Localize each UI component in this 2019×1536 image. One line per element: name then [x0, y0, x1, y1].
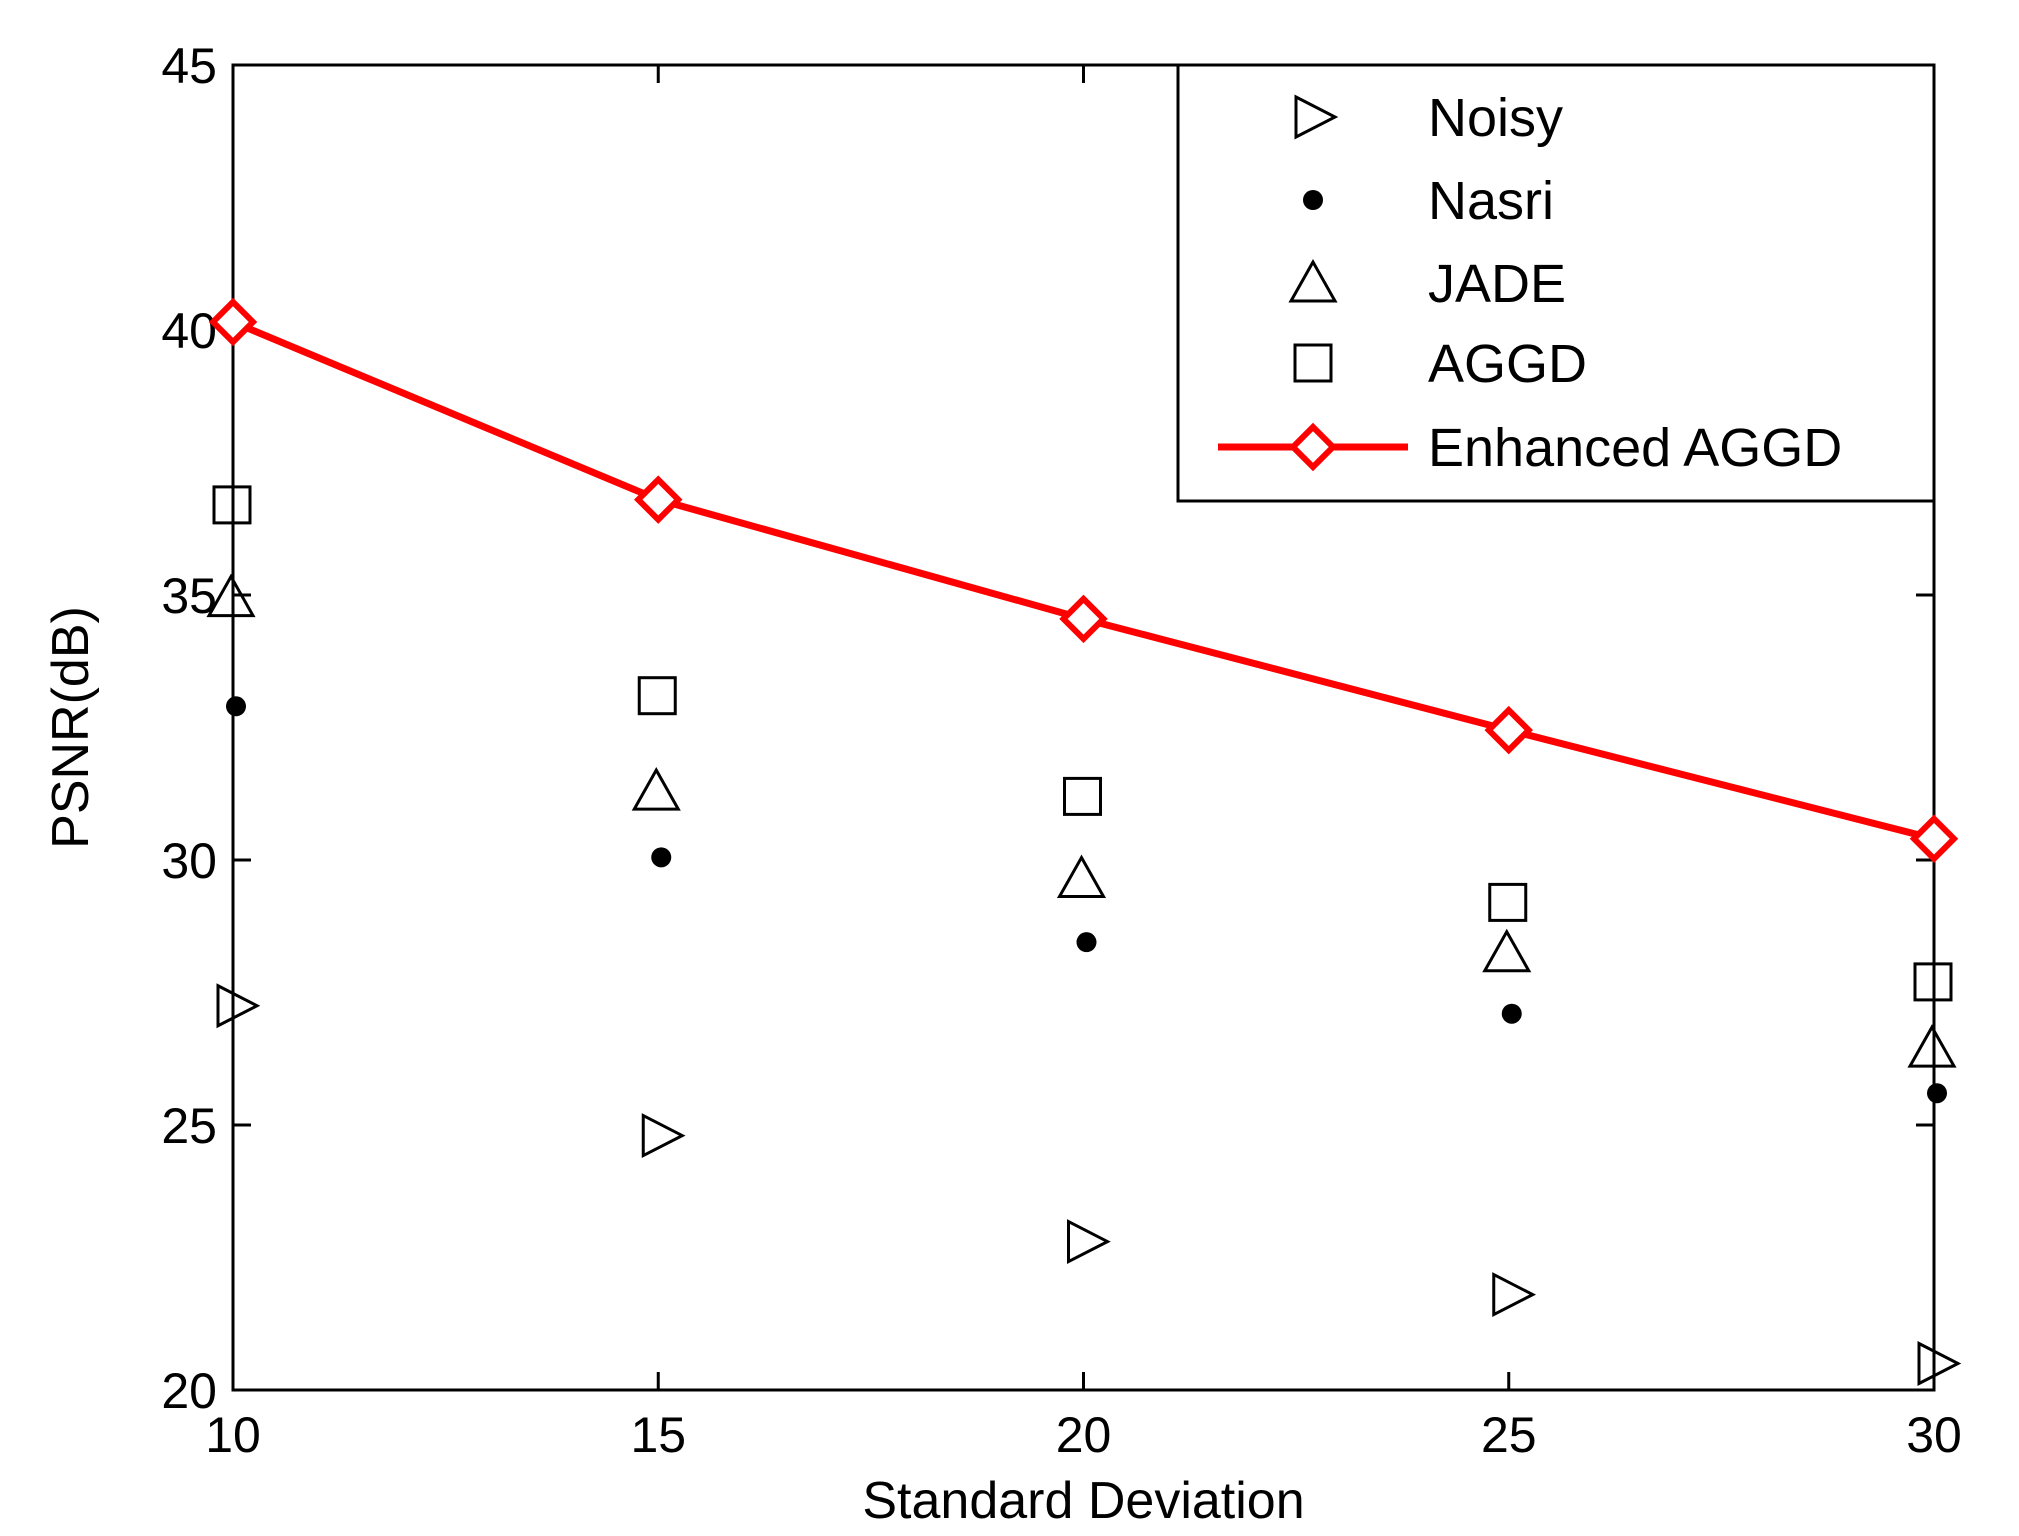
series-jade [206, 573, 1957, 1068]
legend-item: Noisy [1294, 88, 1563, 148]
data-point [1927, 1083, 1947, 1104]
data-point [1492, 1272, 1537, 1318]
legend: Noisy Nasri JADE AGGD Enhanced AGGD [1176, 63, 1936, 503]
series [206, 297, 1962, 1386]
data-point [206, 573, 256, 618]
legend-item: Nasri [1303, 171, 1554, 231]
legend-marker [1303, 190, 1323, 210]
series-aggd [212, 485, 1953, 1002]
legend-item: Enhanced AGGD [1218, 418, 1842, 478]
legend-item: AGGD [1293, 334, 1587, 394]
data-point [1484, 705, 1533, 755]
legend-marker [1293, 343, 1333, 383]
series-enhanced-aggd [208, 297, 1959, 864]
x-tick-label: 25 [1481, 1407, 1537, 1463]
data-point [1482, 928, 1532, 973]
legend-label: Nasri [1428, 171, 1554, 231]
x-tick-label: 20 [1056, 1407, 1112, 1463]
data-point [1059, 594, 1108, 644]
data-point [637, 676, 677, 716]
legend-label: Enhanced AGGD [1428, 418, 1842, 478]
legend-label: AGGD [1428, 334, 1587, 394]
data-point [1501, 1003, 1522, 1024]
data-point [1063, 776, 1102, 816]
data-point [226, 696, 246, 717]
data-point [208, 297, 258, 347]
data-point [1913, 962, 1953, 1002]
data-point [1076, 932, 1097, 953]
legend-box [1176, 63, 1936, 503]
x-tick-label: 30 [1906, 1407, 1962, 1463]
x-axis-title: Standard Deviation [862, 1472, 1304, 1530]
data-point [634, 475, 683, 524]
x-tick-label: 15 [630, 1407, 686, 1463]
data-point [641, 1113, 686, 1159]
series-nasri [226, 696, 1947, 1104]
y-axis-title: PSNR(dB) [42, 606, 100, 849]
data-point [651, 847, 672, 868]
data-point [1917, 1341, 1962, 1386]
series-noisy [216, 983, 1962, 1386]
data-point [1056, 854, 1107, 899]
legend-item: JADE [1288, 254, 1566, 314]
y-tick-label: 40 [161, 303, 217, 359]
data-point [1488, 882, 1528, 922]
y-tick-label: 20 [161, 1363, 217, 1419]
data-point [1067, 1219, 1111, 1265]
data-point [216, 983, 261, 1029]
legend-label: JADE [1428, 254, 1566, 314]
legend-marker [1294, 94, 1339, 140]
y-tick-label: 30 [161, 833, 217, 889]
y-tick-label: 45 [161, 38, 217, 94]
legend-marker [1288, 422, 1338, 472]
data-point [1907, 1024, 1957, 1068]
data-point [631, 767, 681, 811]
data-point [1909, 814, 1959, 864]
y-tick-label: 25 [161, 1098, 217, 1154]
legend-label: Noisy [1428, 88, 1563, 148]
y-tick-label: 35 [161, 568, 217, 624]
legend-marker [1288, 258, 1338, 303]
x-tick-label: 10 [205, 1407, 261, 1463]
data-point [212, 485, 252, 525]
